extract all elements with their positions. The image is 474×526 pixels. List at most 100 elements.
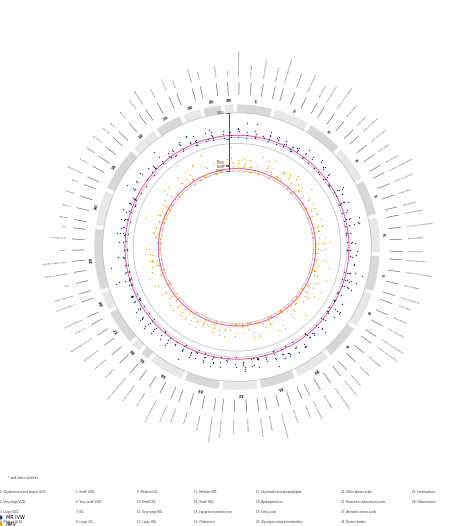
Text: 20: 20	[93, 204, 99, 210]
Polygon shape	[132, 339, 145, 351]
Polygon shape	[203, 105, 222, 117]
Polygon shape	[151, 355, 185, 379]
Text: Free cholesterol: Free cholesterol	[344, 380, 357, 396]
Text: Apolipoprotein B: Apolipoprotein B	[64, 319, 82, 329]
Text: 17. Glycerides and phospholipids: 17. Glycerides and phospholipids	[256, 490, 301, 494]
Text: Triglycerides: Triglycerides	[403, 201, 418, 206]
Text: Leucine: Leucine	[118, 111, 125, 118]
Polygon shape	[260, 370, 295, 388]
Text: 9. Medium LDL: 9. Medium LDL	[137, 490, 158, 494]
Text: 7. IDL: 7. IDL	[76, 510, 83, 514]
Text: 0: 0	[223, 164, 225, 168]
Text: Pyruvate: Pyruvate	[64, 190, 74, 195]
Text: Total lipids: Total lipids	[246, 418, 248, 431]
Text: Phospholipids: Phospholipids	[368, 356, 381, 368]
Text: 16. Cholesterol: 16. Cholesterol	[194, 520, 215, 524]
Text: 17: 17	[113, 326, 119, 333]
Text: Phospholipids: Phospholipids	[404, 285, 420, 289]
Text: Tyrosine: Tyrosine	[79, 158, 88, 164]
Text: DHA: DHA	[62, 226, 67, 228]
Polygon shape	[335, 149, 362, 182]
Text: 19: 19	[89, 257, 93, 263]
Text: Particle concentration: Particle concentration	[376, 346, 398, 362]
Text: Phospholipids: Phospholipids	[297, 72, 303, 87]
Text: Phospholipids: Phospholipids	[347, 104, 359, 117]
Polygon shape	[237, 105, 272, 117]
Text: Albumin: Albumin	[196, 70, 200, 80]
Text: Acetate: Acetate	[171, 79, 175, 88]
Text: 1: 1	[253, 99, 257, 104]
Text: Total lipids: Total lipids	[184, 411, 189, 424]
Text: Phospholipids: Phospholipids	[268, 416, 272, 432]
Text: 1. Chylomicrons and largest VLDL: 1. Chylomicrons and largest VLDL	[0, 490, 46, 494]
Text: 14: 14	[160, 371, 167, 378]
Text: Histidine: Histidine	[85, 147, 94, 154]
Polygon shape	[222, 380, 257, 390]
Polygon shape	[356, 181, 376, 216]
Text: 7: 7	[379, 272, 383, 276]
Polygon shape	[157, 116, 183, 136]
Text: 4. Medium VLDL: 4. Medium VLDL	[0, 520, 22, 524]
Text: Total lipids: Total lipids	[251, 64, 254, 77]
Text: Total chol: Total chol	[75, 327, 86, 333]
Text: Particle concentration: Particle concentration	[381, 339, 403, 354]
Text: Total cholesterol: Total cholesterol	[395, 173, 414, 182]
Text: Triglycerides: Triglycerides	[171, 407, 177, 421]
Text: Particle concentration: Particle concentration	[209, 417, 214, 442]
Polygon shape	[325, 324, 354, 355]
Text: 26. Inflammation: 26. Inflammation	[412, 500, 436, 504]
Polygon shape	[141, 347, 153, 359]
Text: Glucose: Glucose	[59, 216, 68, 219]
Text: Total cholesterol: Total cholesterol	[312, 400, 322, 419]
Text: 23. Aromatic amino acids: 23. Aromatic amino acids	[341, 510, 376, 514]
Text: -0.037: -0.037	[216, 169, 225, 173]
Text: Total cholesterol: Total cholesterol	[308, 74, 318, 92]
Text: Total lipids: Total lipids	[359, 366, 370, 376]
Text: 0.208
0.008: 0.208 0.008	[217, 160, 225, 169]
Text: 22: 22	[137, 133, 145, 140]
Polygon shape	[96, 191, 113, 226]
Text: 12: 12	[237, 392, 243, 396]
Text: 12. Large HDL: 12. Large HDL	[137, 520, 157, 524]
Polygon shape	[295, 351, 328, 376]
Text: Creatinine: Creatinine	[213, 65, 216, 78]
Text: 3: 3	[325, 129, 330, 135]
Text: 3. Large VLDL: 3. Large VLDL	[0, 510, 19, 514]
Text: Total cholesterol: Total cholesterol	[123, 385, 136, 401]
Text: Lactate: Lactate	[62, 204, 71, 207]
Text: 2. Very large VLDL: 2. Very large VLDL	[0, 500, 26, 504]
Text: 5. Small VLDL: 5. Small VLDL	[76, 490, 95, 494]
Text: * and other cholines: * and other cholines	[8, 477, 38, 480]
Text: Triglycerides: Triglycerides	[292, 409, 298, 423]
Text: Omega-3 fatty acids: Omega-3 fatty acids	[42, 261, 67, 265]
Text: Particle concentration: Particle concentration	[389, 158, 413, 170]
Text: Free cholesterol: Free cholesterol	[327, 85, 338, 103]
Text: Particle concentration: Particle concentration	[145, 398, 158, 421]
Text: Total cholesterol: Total cholesterol	[363, 118, 378, 132]
Text: 21: 21	[111, 163, 118, 170]
Text: Linoleic acid: Linoleic acid	[51, 237, 66, 239]
Polygon shape	[225, 105, 234, 113]
Text: Apolipoprotein A-I: Apolipoprotein A-I	[55, 304, 76, 312]
Polygon shape	[365, 256, 380, 291]
Text: 8: 8	[366, 310, 371, 315]
Text: Particle concentration: Particle concentration	[406, 272, 432, 277]
Text: Omega-6 fatty acids: Omega-6 fatty acids	[44, 272, 68, 278]
Text: 13: 13	[197, 387, 204, 392]
Text: Phospholipids: Phospholipids	[408, 238, 424, 239]
Text: Triglycerides: Triglycerides	[319, 84, 328, 98]
Text: MUFA: MUFA	[59, 250, 66, 251]
Text: 6. Very small VLDL: 6. Very small VLDL	[76, 500, 101, 504]
Text: Free cholesterol: Free cholesterol	[264, 59, 268, 78]
Text: Free cholesterol: Free cholesterol	[387, 328, 405, 338]
Text: Particle concentration: Particle concentration	[238, 50, 240, 76]
Text: Particle concentration: Particle concentration	[334, 388, 349, 410]
Polygon shape	[134, 132, 158, 154]
Text: Phenylalanine: Phenylalanine	[133, 90, 143, 105]
Text: 4: 4	[353, 158, 358, 163]
Polygon shape	[102, 290, 116, 309]
Text: Isoleucine: Isoleucine	[91, 136, 101, 144]
Text: 18. Apolipoproteins: 18. Apolipoproteins	[256, 500, 283, 504]
Text: PUFA: PUFA	[64, 284, 70, 287]
Text: Total fatty acids: Total fatty acids	[55, 295, 73, 302]
